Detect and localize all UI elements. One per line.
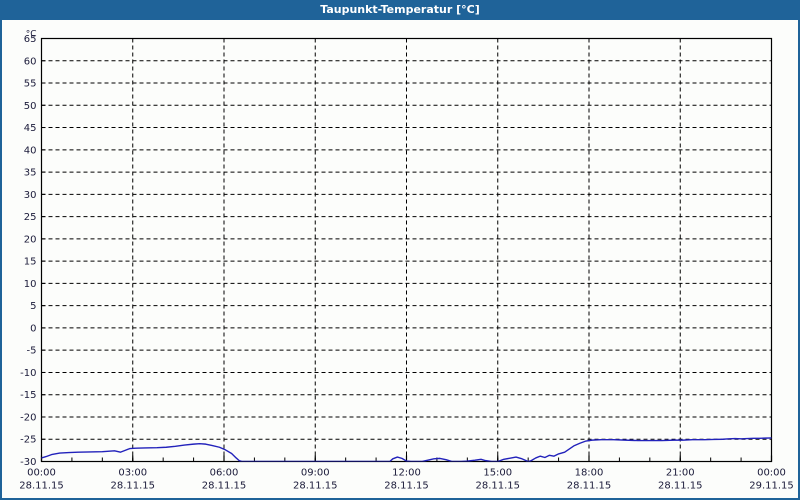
x-tick-label-date: 28.11.15	[19, 481, 64, 492]
y-tick-label: 15	[24, 257, 37, 268]
x-tick-label-time: 03:00	[118, 468, 147, 479]
x-tick-label-time: 00:00	[27, 468, 56, 479]
y-tick-label: 45	[24, 123, 37, 134]
y-tick-label: 35	[24, 168, 37, 179]
page-title: Taupunkt-Temperatur [°C]	[320, 3, 480, 16]
y-tick-label: 30	[24, 190, 37, 201]
vertical-gridlines	[132, 38, 681, 462]
x-tick-label-date: 28.11.15	[110, 481, 155, 492]
x-tick-label-date: 28.11.15	[658, 481, 703, 492]
y-tick-label: -30	[20, 457, 36, 468]
y-tick-label: 60	[24, 56, 37, 67]
y-tick-label: 65	[24, 34, 37, 45]
y-axis-tick-labels: 65605550454035302520151050-5-10-15-20-25…	[20, 34, 36, 468]
x-tick-label-time: 06:00	[210, 468, 239, 479]
x-tick-label-time: 15:00	[483, 468, 512, 479]
y-axis-unit-label: °C	[26, 30, 37, 40]
y-axis-ticks	[41, 38, 46, 462]
y-tick-label: 50	[24, 101, 37, 112]
y-tick-label: 0	[30, 323, 36, 334]
y-tick-label: -25	[20, 435, 36, 446]
x-tick-label-date: 28.11.15	[567, 481, 612, 492]
y-tick-label: 10	[24, 279, 37, 290]
chart-panel	[0, 20, 800, 500]
x-tick-label-time: 00:00	[757, 468, 786, 479]
x-tick-label-time: 12:00	[392, 468, 421, 479]
y-tick-label: 25	[24, 212, 37, 223]
unit-label: °C	[26, 30, 37, 40]
x-tick-label-time: 21:00	[666, 468, 695, 479]
x-axis-tick-labels: 00:00 28.11.15 03:00 28.11.15 06:00 28.11.15 0…	[19, 468, 794, 492]
y-tick-label: -20	[20, 412, 36, 423]
data-series-dewpoint	[41, 437, 772, 462]
x-tick-label-time: 09:00	[301, 468, 330, 479]
x-tick-label-date: 29.11.15	[749, 481, 794, 492]
y-tick-label: 20	[24, 234, 37, 245]
y-tick-label: 5	[30, 301, 36, 312]
y-tick-label: 40	[24, 145, 37, 156]
window-title-bar: Taupunkt-Temperatur [°C]	[0, 0, 800, 20]
y-tick-label: -5	[27, 346, 37, 357]
x-tick-label-date: 28.11.15	[475, 481, 520, 492]
series-line-0	[41, 437, 772, 462]
x-tick-label-time: 18:00	[575, 468, 604, 479]
x-tick-label-date: 28.11.15	[202, 481, 247, 492]
y-tick-label: 55	[24, 79, 37, 90]
y-tick-label: -10	[20, 368, 36, 379]
x-tick-label-date: 28.11.15	[293, 481, 338, 492]
x-tick-label-date: 28.11.15	[384, 481, 429, 492]
y-tick-label: -15	[20, 390, 36, 401]
